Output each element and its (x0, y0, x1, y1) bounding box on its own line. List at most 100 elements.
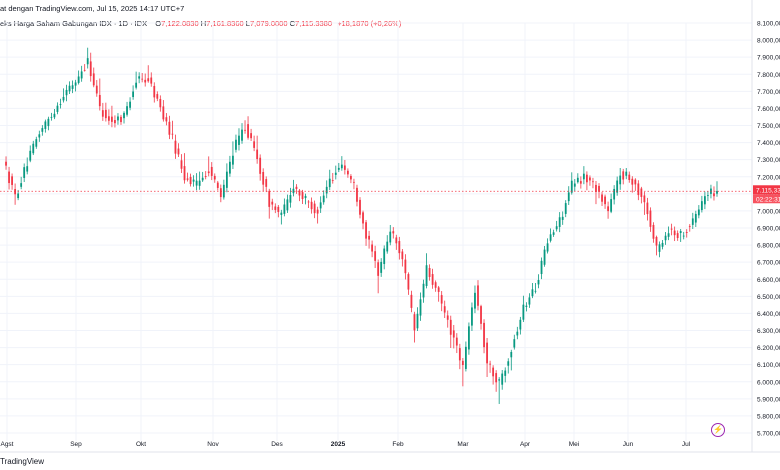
candle-body (422, 283, 425, 298)
candle (180, 154, 183, 174)
candle (434, 280, 437, 292)
tradingview-brand: TradingView (0, 457, 45, 466)
candle-body (144, 79, 147, 83)
x-tick-label: Nov (207, 441, 219, 448)
candle (32, 140, 35, 156)
y-tick-label: 5.800,00 (757, 413, 780, 420)
candle (625, 168, 628, 180)
candle-body (504, 370, 507, 376)
candle (474, 285, 476, 314)
candle-body (177, 148, 180, 155)
candle (289, 187, 292, 208)
candle (8, 166, 10, 190)
candle-body (107, 116, 110, 121)
candle-body (228, 161, 231, 174)
candle-body (688, 226, 691, 227)
candle-body (564, 203, 567, 214)
candle (480, 304, 482, 330)
candle (416, 307, 419, 331)
candle-body (670, 228, 673, 230)
lightning-icon[interactable]: ⚡ (711, 423, 725, 437)
candle (592, 177, 594, 189)
candle (207, 156, 210, 177)
x-tick-label: Okt (136, 441, 146, 448)
x-tick-label: Mei (569, 441, 579, 448)
candle (283, 198, 286, 217)
candle (486, 337, 488, 378)
candle-body (531, 289, 534, 297)
candle (228, 155, 231, 177)
candle (337, 162, 340, 173)
candle (422, 279, 425, 303)
candle (353, 178, 355, 190)
y-tick-label: 6.100,00 (757, 362, 780, 369)
candle-body (537, 279, 540, 285)
candle (498, 377, 501, 404)
candle (534, 282, 537, 294)
candle (135, 71, 138, 90)
candle (216, 180, 219, 191)
candle-body (298, 190, 301, 196)
candle-body (98, 94, 101, 107)
candle-body (395, 237, 398, 244)
candle-body (38, 134, 41, 138)
candle (322, 190, 325, 205)
candle-body (141, 78, 144, 80)
candle-body (507, 361, 510, 366)
candle (582, 166, 585, 185)
candle-body (204, 176, 207, 177)
candle-body (147, 78, 150, 82)
candle (174, 134, 177, 159)
candle-body (95, 85, 98, 94)
y-tick-label: 6.000,00 (757, 379, 780, 386)
candle (219, 184, 222, 203)
candle-body (132, 91, 135, 98)
candle-body (11, 176, 13, 185)
candle-body (92, 73, 95, 86)
candle (292, 179, 295, 197)
candle-body (53, 113, 56, 118)
candle-body (17, 193, 20, 199)
candle-body (428, 268, 431, 277)
candle (664, 232, 667, 245)
candle (652, 222, 655, 243)
candle-body (47, 118, 50, 127)
candle-body (443, 306, 446, 313)
y-tick-label: 5.700,00 (757, 431, 780, 438)
candle-body (65, 89, 68, 96)
candle (50, 112, 53, 121)
candle (222, 179, 225, 200)
candle (700, 195, 703, 213)
candle (703, 191, 706, 210)
candle-body (168, 121, 171, 135)
candle (271, 198, 274, 211)
candle-body (592, 181, 594, 183)
candle-body (126, 106, 128, 115)
candle-body (216, 182, 219, 188)
candle-body (304, 195, 307, 199)
x-tick-label: Apr (520, 441, 531, 448)
candle-body (371, 244, 374, 252)
candle (452, 324, 455, 349)
candle (204, 171, 207, 180)
candle (398, 236, 401, 260)
candle (365, 219, 367, 246)
candle (86, 47, 89, 69)
candle (334, 165, 337, 180)
candle (555, 220, 558, 232)
candle-body (138, 76, 141, 79)
candle (552, 229, 555, 237)
candle (368, 230, 370, 249)
y-tick-label: 6.800,00 (757, 243, 780, 250)
candle-body (413, 314, 416, 331)
candle-body (274, 206, 277, 210)
y-tick-label: 7.400,00 (757, 140, 780, 147)
candle-body (156, 94, 159, 99)
candle-body (646, 202, 649, 215)
candle-body (232, 155, 234, 165)
last-price-badge (753, 185, 780, 195)
candle-body (271, 201, 274, 205)
candle-body (471, 307, 473, 326)
